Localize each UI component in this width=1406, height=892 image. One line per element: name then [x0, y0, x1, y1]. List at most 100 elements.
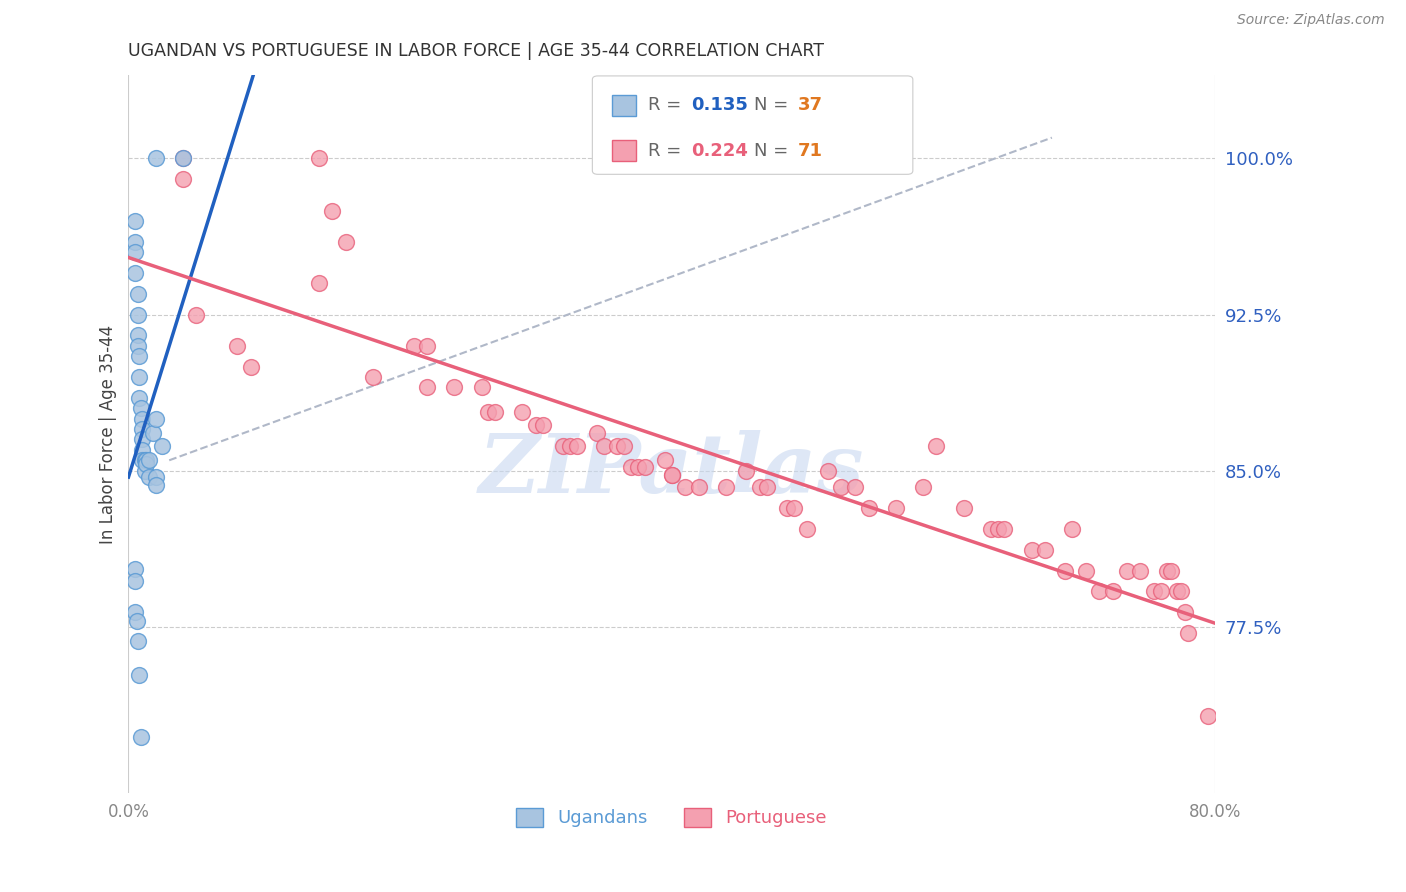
Point — [131, 422, 153, 436]
Point — [129, 401, 152, 416]
Text: R =: R = — [648, 142, 686, 160]
Point — [484, 405, 506, 419]
Point — [830, 480, 852, 494]
Point — [138, 470, 160, 484]
Point — [817, 464, 839, 478]
Point — [524, 417, 547, 432]
Point — [128, 349, 150, 363]
Point — [402, 339, 425, 353]
FancyBboxPatch shape — [612, 95, 636, 116]
Point — [1143, 584, 1166, 599]
Point — [127, 339, 149, 353]
Point — [1102, 584, 1125, 599]
Point — [131, 442, 153, 457]
Point — [884, 501, 907, 516]
Point — [654, 453, 676, 467]
Point — [239, 359, 262, 374]
Point — [124, 214, 146, 228]
Point — [688, 480, 710, 494]
Point — [1177, 626, 1199, 640]
Text: 71: 71 — [797, 142, 823, 160]
Point — [128, 667, 150, 681]
Point — [443, 380, 465, 394]
Point — [633, 459, 655, 474]
Point — [558, 439, 581, 453]
Point — [361, 370, 384, 384]
Point — [124, 605, 146, 619]
Point — [1115, 564, 1137, 578]
FancyBboxPatch shape — [612, 140, 636, 161]
Point — [796, 522, 818, 536]
Point — [335, 235, 357, 249]
Point — [124, 266, 146, 280]
FancyBboxPatch shape — [592, 76, 912, 174]
Point — [128, 370, 150, 384]
Point — [1170, 584, 1192, 599]
Point — [470, 380, 492, 394]
Text: 0.224: 0.224 — [692, 142, 748, 160]
Point — [1054, 564, 1077, 578]
Point — [321, 203, 343, 218]
Point — [134, 453, 156, 467]
Point — [510, 405, 533, 419]
Text: N =: N = — [754, 96, 794, 114]
Point — [416, 380, 439, 394]
Point — [1033, 542, 1056, 557]
Point — [776, 501, 799, 516]
Point — [565, 439, 588, 453]
Point — [980, 522, 1002, 536]
Point — [858, 501, 880, 516]
Point — [127, 634, 149, 648]
Point — [138, 453, 160, 467]
Point — [172, 152, 194, 166]
Point — [131, 411, 153, 425]
Point — [172, 172, 194, 186]
Point — [134, 464, 156, 478]
Y-axis label: In Labor Force | Age 35-44: In Labor Force | Age 35-44 — [100, 325, 117, 544]
Point — [124, 235, 146, 249]
Point — [135, 453, 157, 467]
Point — [125, 614, 148, 628]
Text: Source: ZipAtlas.com: Source: ZipAtlas.com — [1237, 13, 1385, 28]
Point — [129, 730, 152, 744]
Point — [172, 152, 194, 166]
Point — [124, 574, 146, 588]
Point — [1062, 522, 1084, 536]
Point — [477, 405, 499, 419]
Point — [735, 464, 758, 478]
Point — [613, 439, 636, 453]
Point — [661, 467, 683, 482]
Point — [606, 439, 628, 453]
Text: UGANDAN VS PORTUGUESE IN LABOR FORCE | AGE 35-44 CORRELATION CHART: UGANDAN VS PORTUGUESE IN LABOR FORCE | A… — [128, 42, 824, 60]
Point — [135, 458, 157, 472]
Point — [1129, 564, 1152, 578]
Point — [911, 480, 934, 494]
Point — [308, 152, 330, 166]
Point — [1021, 542, 1043, 557]
Point — [925, 439, 948, 453]
Point — [1160, 564, 1182, 578]
Point — [416, 339, 439, 353]
Point — [661, 467, 683, 482]
Point — [993, 522, 1015, 536]
Point — [987, 522, 1010, 536]
Point — [844, 480, 866, 494]
Point — [673, 480, 696, 494]
Text: 37: 37 — [797, 96, 823, 114]
Point — [551, 439, 574, 453]
Text: N =: N = — [754, 142, 794, 160]
Point — [124, 245, 146, 260]
Point — [627, 459, 650, 474]
Point — [1174, 605, 1197, 619]
Point — [131, 433, 153, 447]
Point — [145, 411, 167, 425]
Text: R =: R = — [648, 96, 686, 114]
Point — [1088, 584, 1111, 599]
Point — [1149, 584, 1171, 599]
Text: 0.135: 0.135 — [692, 96, 748, 114]
Point — [1074, 564, 1097, 578]
Point — [586, 426, 609, 441]
Point — [748, 480, 770, 494]
Point — [124, 561, 146, 575]
Point — [128, 391, 150, 405]
